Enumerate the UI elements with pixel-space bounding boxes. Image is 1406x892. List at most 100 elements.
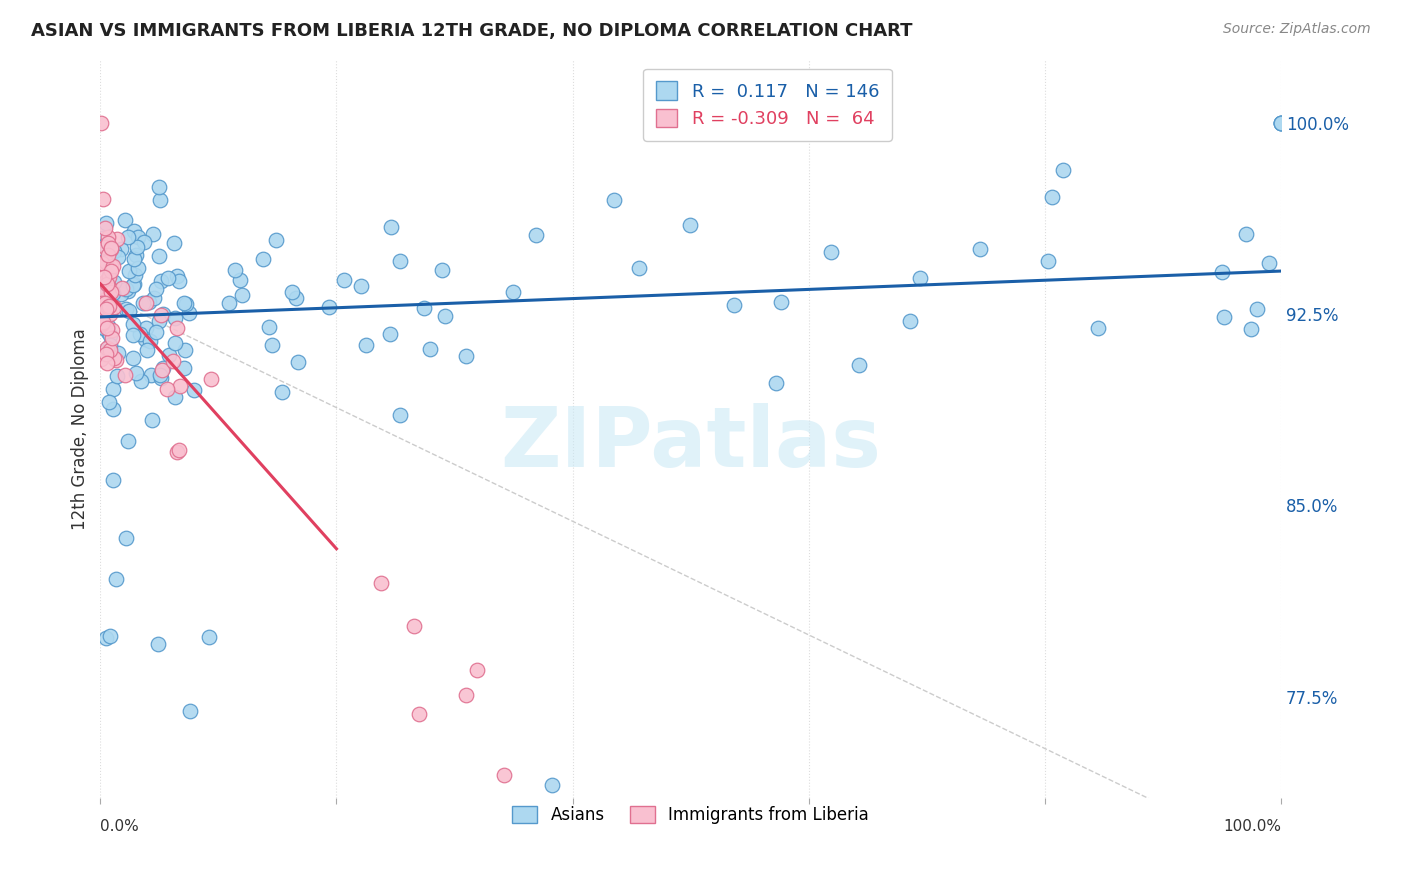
Point [370,576,392,591]
Point [93,289,115,303]
Point [145,326,167,340]
Point [1270,116,1292,130]
Point [138,295,160,310]
Point [100,242,122,256]
Point [129,326,152,341]
Point [96,631,118,645]
Point [152,361,174,376]
Point [103,351,125,365]
Point [157,348,180,362]
Point [127,229,149,244]
Text: ZIPatlas: ZIPatlas [501,403,882,484]
Point [177,306,200,320]
Point [1246,302,1268,317]
Point [94,274,117,288]
Point [820,245,842,260]
Point [434,310,457,324]
Point [148,636,170,650]
Point [150,308,173,322]
Point [465,663,488,677]
Point [96,277,118,291]
Point [103,259,125,273]
Point [101,323,124,337]
Point [163,310,186,325]
Point [502,285,524,300]
Point [166,444,188,458]
Point [97,230,120,244]
Point [97,395,120,409]
Point [152,307,174,321]
Point [98,307,121,321]
Point [149,368,172,382]
Point [169,378,191,392]
Point [110,287,132,301]
Point [115,302,138,317]
Point [117,434,139,449]
Point [1234,227,1257,242]
Point [149,193,172,207]
Point [135,296,157,310]
Point [419,342,441,356]
Point [142,291,165,305]
Point [94,302,117,317]
Point [90,116,112,130]
Point [142,227,165,241]
Point [91,192,114,206]
Point [103,244,125,259]
Point [103,276,125,290]
Point [91,315,114,329]
Point [124,268,146,282]
Point [162,353,184,368]
Point [765,376,787,390]
Point [93,269,115,284]
Point [156,383,179,397]
Point [97,248,120,262]
Point [93,238,115,252]
Point [97,236,120,251]
Point [163,391,186,405]
Point [93,253,115,268]
Point [103,301,125,315]
Point [231,288,253,302]
Point [100,264,122,278]
Point [90,352,112,367]
Point [97,319,120,334]
Point [1258,256,1281,270]
Point [93,296,115,310]
Point [165,335,187,350]
Point [228,273,250,287]
Point [264,233,287,247]
Point [173,360,195,375]
Point [105,368,128,383]
Point [134,332,156,346]
Text: 0.0%: 0.0% [100,819,139,834]
Point [94,347,117,361]
Point [148,314,170,328]
Point [260,337,283,351]
Point [1270,116,1292,130]
Point [380,219,402,234]
Point [96,320,118,334]
Point [157,270,180,285]
Point [90,231,112,245]
Point [139,334,162,348]
Point [91,296,114,310]
Point [1270,116,1292,130]
Point [98,268,121,283]
Point [287,355,309,369]
Point [124,366,146,380]
Point [103,286,125,301]
Point [174,296,197,310]
Legend: Asians, Immigrants from Liberia: Asians, Immigrants from Liberia [506,799,876,830]
Point [271,385,294,400]
Point [115,282,138,296]
Point [127,261,149,276]
Point [105,232,128,246]
Point [969,242,991,256]
Point [97,325,120,339]
Point [132,296,155,310]
Point [114,212,136,227]
Point [389,408,412,422]
Point [98,338,121,352]
Point [494,768,516,782]
